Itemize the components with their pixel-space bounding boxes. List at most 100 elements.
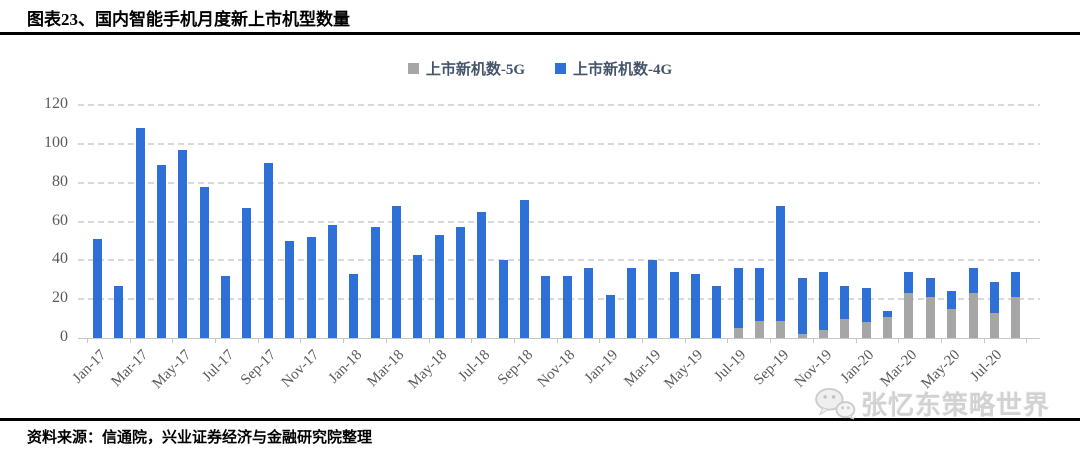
x-axis-tick: [257, 339, 259, 343]
bar-segment-4g: [797, 277, 807, 335]
legend-label-4g: 上市新机数-4G: [573, 62, 673, 78]
y-axis-label: 20: [52, 289, 68, 307]
y-axis-label: 120: [44, 95, 68, 112]
bar-segment-5g: [989, 312, 999, 338]
x-axis-label: Jul-17: [199, 347, 237, 385]
x-axis-tick: [727, 339, 729, 343]
x-axis-tick: [855, 339, 857, 343]
legend-item-5g: 上市新机数-5G: [407, 58, 525, 79]
bar-segment-4g: [925, 277, 935, 298]
bar-segment-4g: [648, 260, 658, 338]
x-axis-tick: [513, 339, 515, 343]
bar-segment-4g: [541, 275, 551, 338]
bar-segment-4g: [114, 285, 124, 338]
bar-segment-4g: [135, 128, 145, 338]
bottom-divider: [0, 418, 1080, 421]
x-axis-tick: [214, 339, 216, 343]
bar-segment-4g: [456, 227, 466, 338]
bar-segment-4g: [883, 310, 893, 317]
gridline: [78, 142, 1040, 145]
bar-segment-4g: [327, 225, 337, 338]
x-axis-tick: [983, 339, 985, 343]
bar-segment-4g: [93, 238, 102, 338]
bar-segment-4g: [626, 268, 636, 338]
x-axis-label: Jan-19: [581, 347, 622, 387]
x-axis-label: Mar-18: [364, 347, 408, 390]
x-axis-tick: [684, 339, 686, 343]
x-axis-tick: [300, 339, 302, 343]
gridline: [78, 298, 1040, 301]
bar-segment-5g: [819, 330, 829, 338]
x-axis-label: Sep-19: [750, 347, 793, 389]
x-axis-label: Nov-18: [534, 347, 579, 391]
source-note: 资料来源：信通院，兴业证券经济与金融研究院整理: [27, 430, 373, 446]
bar-segment-4g: [904, 271, 914, 294]
bar-segment-5g: [755, 320, 764, 338]
bar-segment-4g: [584, 268, 594, 338]
x-axis-tick: [812, 339, 814, 343]
bar-segment-4g: [157, 165, 167, 338]
bar-segment-4g: [242, 207, 252, 338]
bar-segment-4g: [391, 205, 401, 338]
bar-segment-4g: [434, 235, 444, 338]
x-axis-tick: [599, 339, 601, 343]
bar-segment-5g: [776, 320, 786, 338]
bar-segment-4g: [947, 291, 957, 309]
bar-segment-5g: [968, 293, 978, 338]
bar-segment-4g: [861, 287, 871, 323]
bar-segment-4g: [562, 275, 572, 338]
bar-segment-4g: [370, 227, 380, 338]
x-axis-tick: [86, 339, 88, 343]
figure-title: 图表23、国内智能手机月度新上市机型数量: [27, 10, 350, 29]
bar-segment-4g: [968, 268, 978, 294]
bar-segment-4g: [285, 240, 295, 338]
wechat-icon: [815, 387, 856, 420]
x-axis-tick: [129, 339, 131, 343]
bar-segment-4g: [989, 281, 999, 313]
gridline: [78, 104, 1040, 106]
gridline: [78, 181, 1040, 184]
bar-segment-5g: [797, 334, 807, 338]
bar-segment-5g: [947, 308, 957, 338]
x-axis-tick: [642, 339, 644, 343]
x-axis-label: Mar-17: [108, 347, 152, 390]
x-axis-label: Sep-18: [494, 347, 536, 389]
bar-segment-4g: [263, 163, 273, 338]
bar-segment-4g: [776, 205, 786, 321]
watermark: 张忆东策略世界: [814, 385, 1050, 422]
x-axis-line: [78, 338, 1040, 339]
x-axis-label: Nov-17: [278, 347, 323, 391]
bar-segment-5g: [1011, 297, 1021, 338]
bar-segment-5g: [883, 316, 893, 338]
bar-segment-5g: [840, 318, 850, 338]
x-axis-label: Jan-18: [325, 347, 366, 387]
x-axis-tick: [556, 339, 558, 343]
x-axis-label: Mar-19: [621, 347, 665, 390]
bar-segment-4g: [712, 285, 722, 338]
y-axis-label: 0: [60, 328, 68, 345]
bar-segment-4g: [840, 285, 850, 319]
bar-segment-5g: [861, 322, 871, 338]
legend-item-4g: 上市新机数-4G: [555, 58, 672, 79]
bar-segment-4g: [178, 149, 188, 338]
x-axis-label: Sep-17: [238, 347, 280, 389]
gridline: [78, 220, 1040, 223]
title-divider: [0, 32, 1080, 35]
bar-segment-4g: [221, 275, 231, 338]
bar-segment-4g: [199, 186, 209, 338]
x-axis-tick: [428, 339, 430, 343]
y-axis-label: 40: [52, 250, 68, 268]
x-axis-tick: [471, 339, 473, 343]
bar-segment-4g: [1011, 271, 1021, 298]
bar-segment-4g: [669, 271, 679, 338]
x-axis-label: May-19: [661, 347, 707, 392]
bar-segment-5g: [733, 328, 743, 338]
watermark-text: 张忆东策略世界: [861, 391, 1051, 420]
x-axis-label: Jan-17: [69, 347, 109, 387]
x-axis-tick: [898, 339, 900, 343]
gridline: [78, 259, 1040, 262]
legend-label-5g: 上市新机数-5G: [425, 62, 525, 78]
x-axis-label: May-18: [405, 347, 451, 392]
